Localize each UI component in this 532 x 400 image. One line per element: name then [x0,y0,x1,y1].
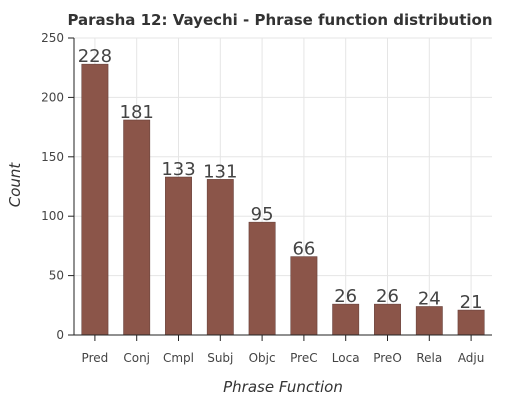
y-axis-label: Count [6,162,24,208]
data-label-rela: 24 [418,288,441,309]
bar-subj [206,179,234,336]
data-label-loca: 26 [334,286,357,307]
x-tick-label-loca: Loca [332,351,360,365]
x-tick-label-conj: Conj [123,351,150,365]
bar-preo [374,303,401,336]
chart-title: Parasha 12: Vayechi - Phrase function di… [67,11,492,29]
data-label-preo: 26 [376,286,399,307]
y-tick-label: 50 [49,269,64,283]
bar-adju [457,309,485,336]
x-tick-label-cmpl: Cmpl [163,351,194,365]
bar-objc [248,221,276,336]
bars [81,63,485,336]
x-tick-label-rela: Rela [416,351,442,365]
y-tick-label: 0 [56,328,64,342]
x-tick-label-subj: Subj [207,351,233,365]
bar-conj [123,119,151,336]
data-label-prec: 66 [292,239,315,260]
data-label-subj: 131 [203,161,237,182]
data-label-objc: 95 [251,204,274,225]
data-label-cmpl: 133 [161,159,195,180]
bar-rela [415,306,443,336]
bar-pred [81,63,109,336]
x-tick-label-objc: Objc [249,351,276,365]
y-tick-label: 250 [41,31,64,45]
bar-prec [290,256,318,336]
x-tick-label-pred: Pred [82,351,109,365]
bar-cmpl [165,176,192,336]
data-label-conj: 181 [120,102,154,123]
y-tick-label: 100 [41,209,64,223]
bar-loca [332,303,360,336]
data-label-pred: 228 [78,46,112,67]
y-tick-label: 200 [41,90,64,104]
x-tick-label-preo: PreO [373,351,402,365]
x-axis-label: Phrase Function [223,378,343,396]
y-tick-label: 150 [41,150,64,164]
axes: 0 50 100 150 200 250 Pred Conj Cmpl Subj Objc PreC L… [41,31,492,365]
data-label-adju: 21 [460,292,483,313]
grid [74,37,492,336]
x-tick-label-adju: Adju [458,351,485,365]
data-labels: 228 181 133 131 95 66 26 26 24 21 [78,46,483,313]
x-tick-label-prec: PreC [290,351,317,365]
